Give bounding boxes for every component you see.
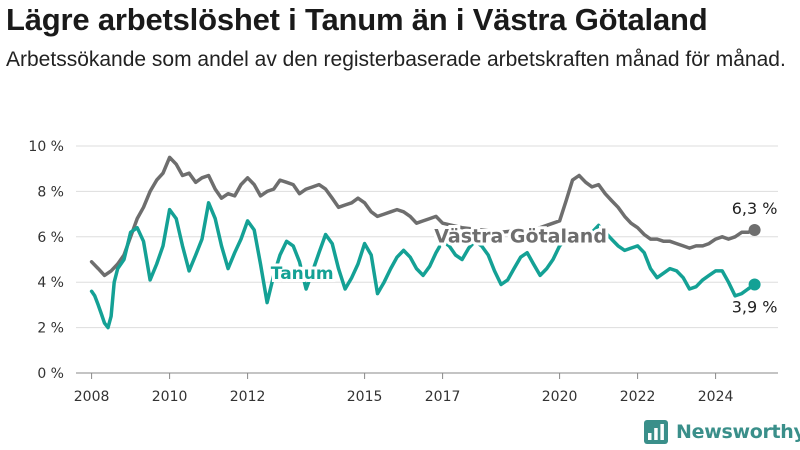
y-tick-label: 2 %	[37, 321, 64, 337]
series-line-tanum	[89, 201, 757, 330]
x-tick-label: 2015	[347, 389, 383, 405]
y-tick-label: 8 %	[37, 184, 64, 200]
brand-logo[interactable]: Newsworthy	[644, 420, 800, 444]
x-tick-label: 2020	[542, 389, 578, 405]
series-line-vastra-gotaland	[89, 155, 757, 278]
chart-title: Lägre arbetslöshet i Tanum än i Västra G…	[6, 2, 708, 37]
bar-chart-logo-icon	[644, 420, 668, 444]
x-tick-label: 2008	[74, 389, 110, 405]
y-tick-label: 6 %	[37, 230, 64, 246]
series-annotation: Västra Götaland	[434, 225, 607, 247]
x-tick-label: 2022	[620, 389, 656, 405]
x-tick-label: 2017	[425, 389, 461, 405]
x-tick-label: 2010	[152, 389, 188, 405]
end-value-label: 3,9 %	[732, 297, 778, 316]
end-point-marker	[748, 278, 761, 291]
y-tick-label: 0 %	[37, 366, 64, 382]
y-tick-label: 10 %	[28, 139, 64, 155]
y-tick-label: 4 %	[37, 275, 64, 291]
x-tick-label: 2024	[698, 389, 734, 405]
end-point-marker	[748, 223, 761, 236]
x-tick-label: 2012	[230, 389, 266, 405]
end-value-label: 6,3 %	[732, 199, 778, 218]
brand-name: Newsworthy	[676, 421, 800, 443]
series-annotation: Tanum	[271, 264, 334, 284]
chart-subtitle: Arbetssökande som andel av den registerb…	[6, 48, 786, 71]
